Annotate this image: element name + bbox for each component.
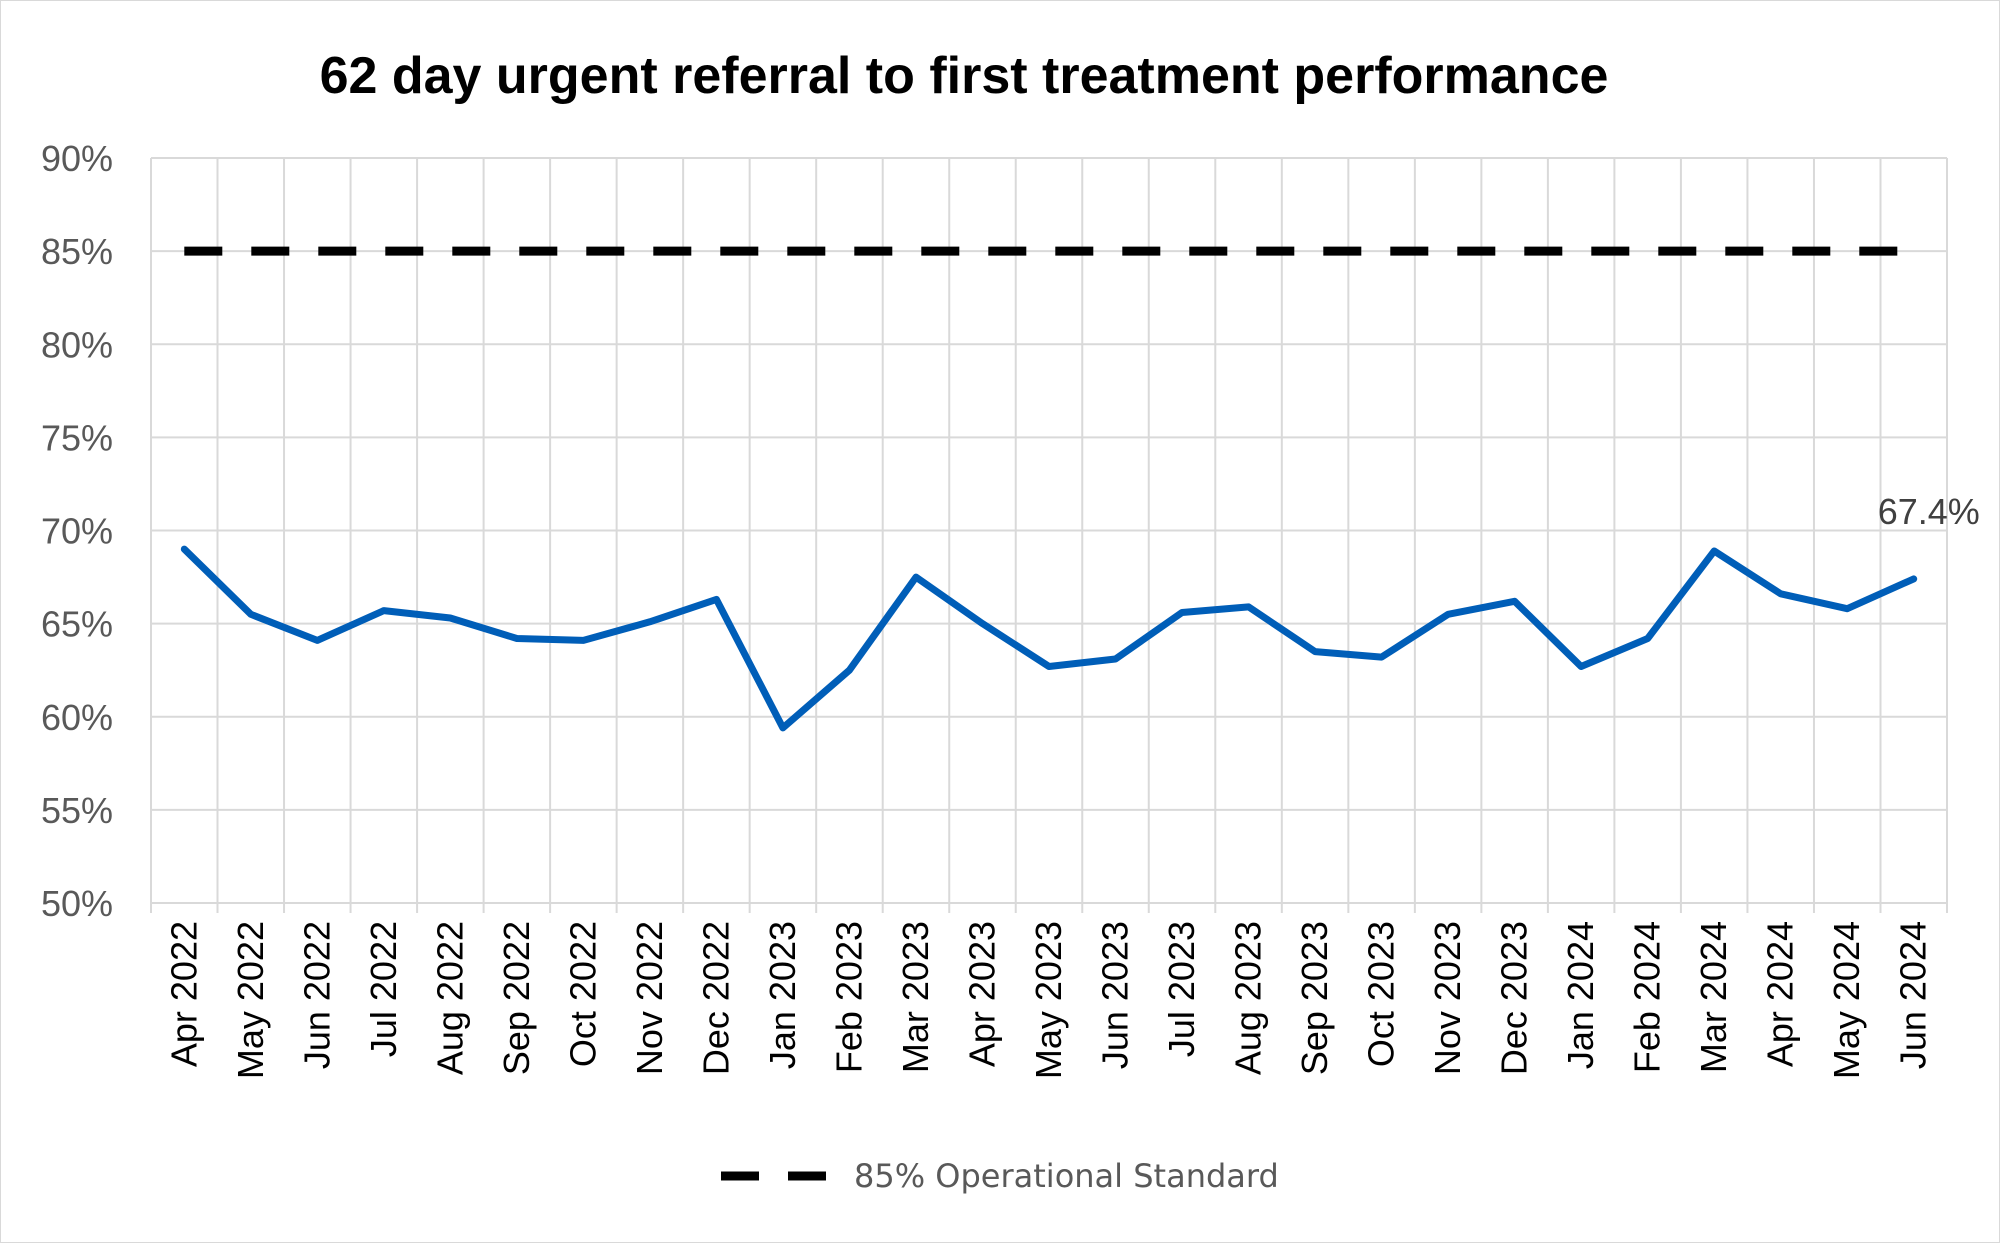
- x-tick-label: Dec 2022: [695, 921, 736, 1075]
- series-layer: [180, 246, 1918, 732]
- x-tick-label: Feb 2023: [828, 921, 869, 1073]
- performance-point: [1846, 608, 1848, 610]
- x-tick-label: May 2023: [1028, 921, 1069, 1079]
- performance-point: [1580, 665, 1582, 667]
- y-tick-label: 80%: [41, 324, 113, 365]
- performance-point: [1913, 578, 1915, 580]
- performance-point: [516, 638, 518, 640]
- performance-point: [449, 617, 451, 619]
- performance-point: [1447, 613, 1449, 615]
- performance-point: [782, 727, 784, 729]
- performance-point: [715, 598, 717, 600]
- performance-point: [915, 576, 917, 578]
- legend-label: 85% Operational Standard: [854, 1157, 1279, 1195]
- performance-point: [848, 669, 850, 671]
- x-tick-label: Nov 2023: [1427, 921, 1468, 1075]
- performance-point: [1181, 611, 1183, 613]
- y-tick-label: 50%: [41, 883, 113, 924]
- y-tick-label: 75%: [41, 417, 113, 458]
- x-tick-label: Jul 2023: [1161, 921, 1202, 1057]
- x-tick-label: May 2022: [230, 921, 271, 1079]
- x-tick-label: May 2024: [1826, 921, 1867, 1079]
- performance-point: [183, 548, 185, 550]
- y-tick-label: 55%: [41, 790, 113, 831]
- performance-point: [1780, 593, 1782, 595]
- x-tick-label: Apr 2024: [1760, 921, 1801, 1067]
- y-tick-label: 70%: [41, 511, 113, 552]
- y-tick-label: 65%: [41, 604, 113, 645]
- x-tick-label: Oct 2022: [562, 921, 603, 1067]
- performance-point: [981, 623, 983, 625]
- chart-title: 62 day urgent referral to first treatmen…: [320, 47, 1609, 105]
- x-tick-label: Sep 2022: [496, 921, 537, 1075]
- performance-point: [1514, 600, 1516, 602]
- x-tick-label: Aug 2022: [429, 921, 470, 1075]
- x-tick-label: Dec 2023: [1494, 921, 1535, 1075]
- x-tick-label: Jul 2022: [363, 921, 404, 1057]
- x-tick-label: Aug 2023: [1228, 921, 1269, 1075]
- performance-point: [649, 621, 651, 623]
- x-tick-label: Nov 2022: [629, 921, 670, 1075]
- performance-point: [1647, 638, 1649, 640]
- grid-layer: [150, 157, 1948, 913]
- x-tick-label: Jan 2024: [1560, 921, 1601, 1069]
- x-tick-label: Jan 2023: [762, 921, 803, 1069]
- performance-point: [582, 639, 584, 641]
- performance-point: [250, 613, 252, 615]
- y-tick-label: 85%: [41, 231, 113, 272]
- performance-point: [383, 610, 385, 612]
- annotation-layer: 67.4%: [1878, 491, 1980, 532]
- legend: 85% Operational Standard: [721, 1157, 1279, 1195]
- performance-point: [1381, 656, 1383, 658]
- y-axis-ticks: 50% 55% 60% 65% 70% 75% 80% 85% 90%: [41, 138, 113, 924]
- x-tick-label: Mar 2024: [1693, 921, 1734, 1073]
- x-tick-label: Jun 2022: [296, 921, 337, 1069]
- performance-point: [1713, 550, 1715, 552]
- x-tick-label: Apr 2022: [163, 921, 204, 1067]
- y-tick-label: 90%: [41, 138, 113, 179]
- performance-line: [180, 545, 1918, 732]
- x-tick-label: Jun 2024: [1893, 921, 1934, 1069]
- x-tick-label: Sep 2023: [1294, 921, 1335, 1075]
- data-label: 67.4%: [1878, 491, 1980, 532]
- performance-point: [1248, 606, 1250, 608]
- y-tick-label: 60%: [41, 697, 113, 738]
- x-tick-label: Mar 2023: [895, 921, 936, 1073]
- x-tick-label: Apr 2023: [961, 921, 1002, 1067]
- x-tick-label: Oct 2023: [1361, 921, 1402, 1067]
- performance-point: [316, 639, 318, 641]
- x-tick-label: Feb 2024: [1627, 921, 1668, 1073]
- x-axis-ticks: Apr 2022 May 2022 Jun 2022 Jul 2022 Aug 2022…: [163, 921, 1933, 1079]
- performance-point: [1314, 651, 1316, 653]
- performance-point: [1115, 658, 1117, 660]
- x-tick-label: Jun 2023: [1095, 921, 1136, 1069]
- performance-point: [1048, 665, 1050, 667]
